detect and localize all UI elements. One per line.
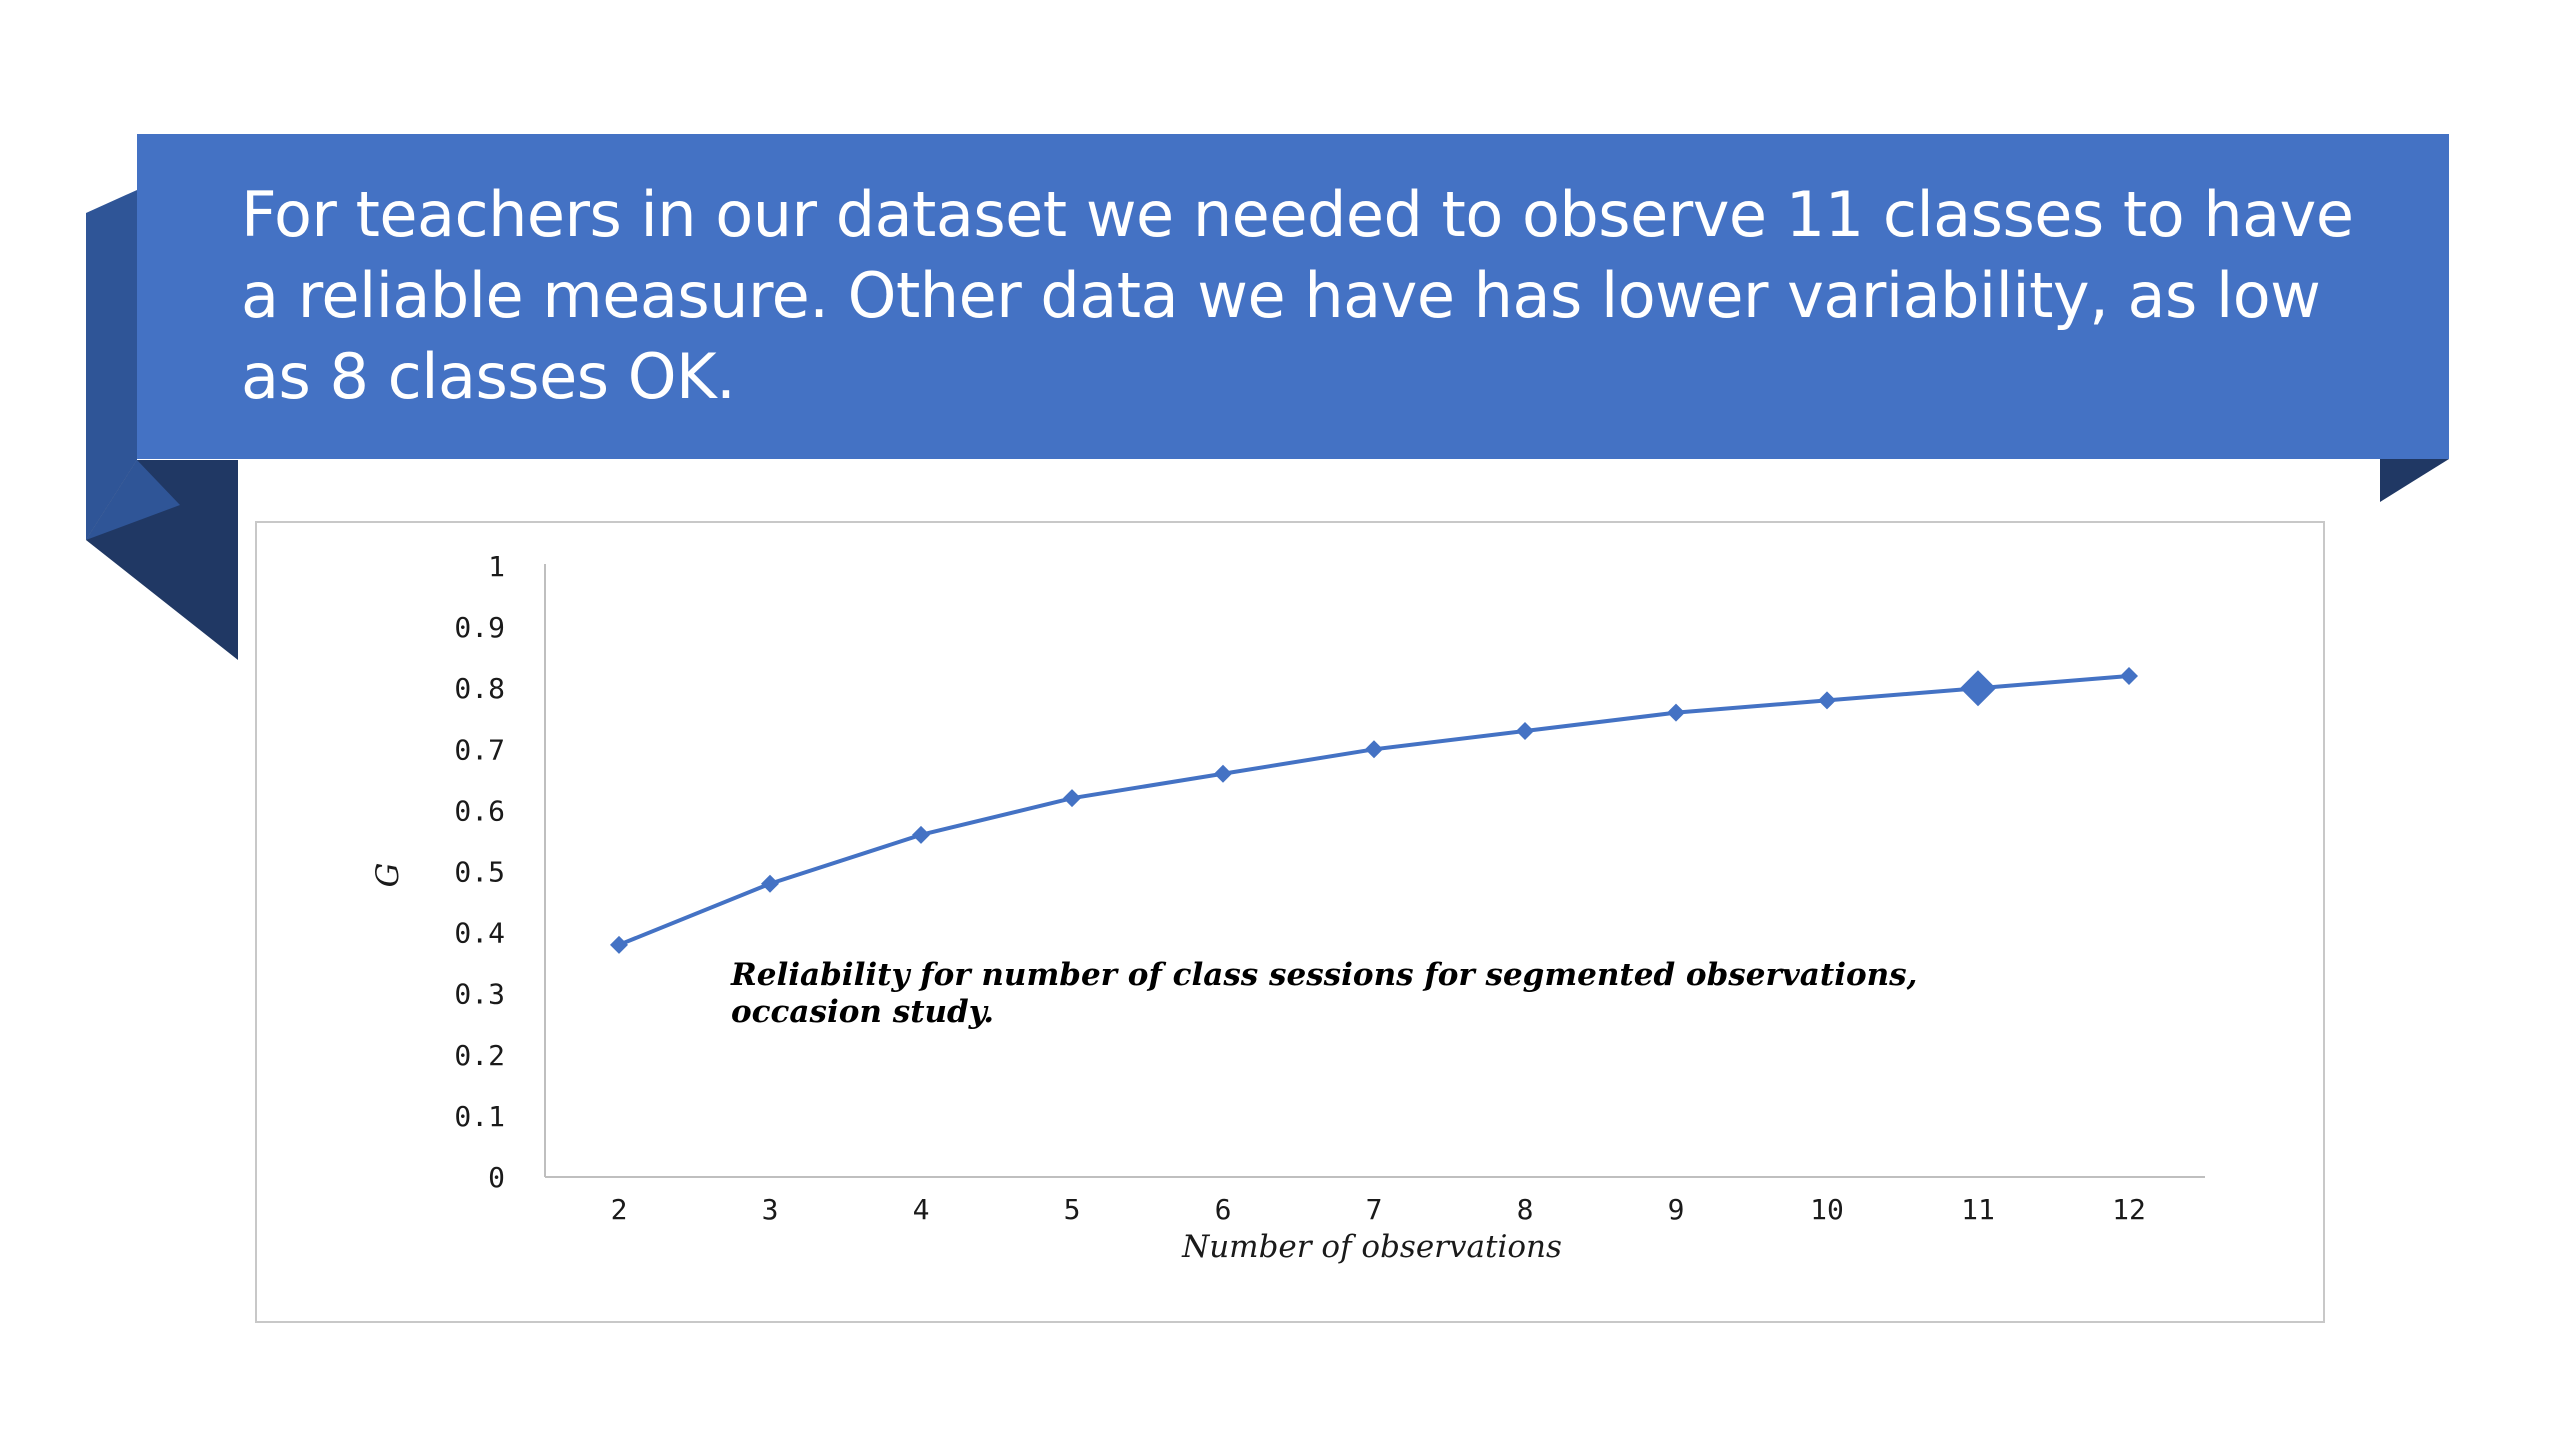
- y-tick-label: 0.2: [454, 1039, 505, 1072]
- x-tick-label: 10: [1810, 1193, 1844, 1226]
- data-point: [1214, 764, 1232, 783]
- data-point: [1818, 691, 1836, 710]
- data-point: [1516, 721, 1534, 740]
- chart-axes: [544, 564, 2205, 1178]
- x-tick-label: 5: [1064, 1193, 1081, 1226]
- data-point: [1667, 703, 1685, 722]
- x-tick-label: 11: [1961, 1193, 1995, 1226]
- data-point: [610, 935, 628, 954]
- y-tick-label: 0: [488, 1161, 505, 1194]
- x-tick-label: 6: [1215, 1193, 1232, 1226]
- y-tick-label: 0.7: [454, 733, 505, 766]
- y-tick-label: 0.8: [454, 672, 505, 705]
- y-tick-label: 1: [488, 550, 505, 583]
- y-tick-label: 0.4: [454, 917, 505, 950]
- series-line: [618, 673, 2130, 947]
- y-tick-label: 0.1: [454, 1100, 505, 1133]
- highlighted-data-point: [1960, 670, 1996, 707]
- x-tick-labels: 2 3 4 5 6 7 8 9 10 11 12: [611, 1193, 2146, 1226]
- series-markers: [610, 666, 2138, 954]
- x-tick-label: 7: [1366, 1193, 1383, 1226]
- x-tick-label: 9: [1668, 1193, 1685, 1226]
- data-point: [1063, 789, 1081, 808]
- y-tick-labels: 0 0.1 0.2 0.3 0.4 0.5 0.6 0.7 0.8 0.9 1: [454, 550, 505, 1194]
- data-point: [912, 825, 930, 844]
- chart-annotation-line-2: occasion study.: [731, 994, 994, 1030]
- x-tick-label: 12: [2112, 1193, 2146, 1226]
- y-tick-label: 0.6: [454, 794, 505, 827]
- y-tick-label: 0.9: [454, 611, 505, 644]
- x-axis-title: Number of observations: [1181, 1229, 1562, 1265]
- chart-frame: [255, 521, 2325, 1323]
- x-tick-label: 4: [913, 1193, 930, 1226]
- data-point: [1365, 740, 1383, 759]
- slide-heading: For teachers in our dataset we needed to…: [241, 178, 2354, 413]
- x-tick-label: 2: [611, 1193, 628, 1226]
- chart-annotation-line-1: Reliability for number of class sessions…: [730, 957, 1917, 993]
- title-banner: For teachers in our dataset we needed to…: [137, 134, 2449, 459]
- y-axis-title: G: [370, 863, 406, 888]
- y-tick-label: 0.3: [454, 978, 505, 1011]
- data-point: [761, 874, 779, 893]
- x-tick-label: 3: [762, 1193, 779, 1226]
- y-tick-label: 0.5: [454, 856, 505, 889]
- data-point: [2120, 666, 2138, 685]
- x-tick-label: 8: [1517, 1193, 1534, 1226]
